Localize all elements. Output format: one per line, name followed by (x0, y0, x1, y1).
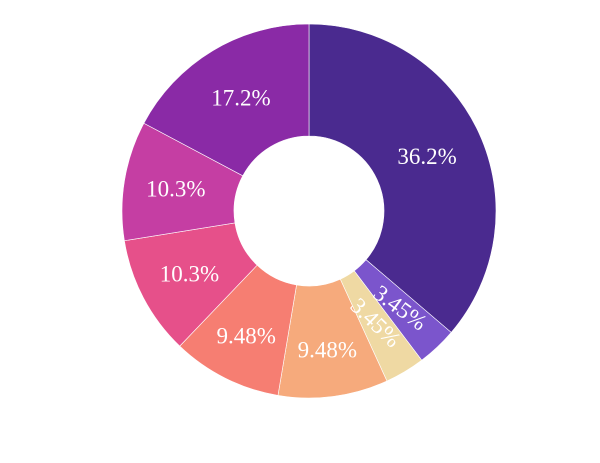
slice-label-3: 9.48% (298, 337, 357, 362)
slice-label-0: 36.2% (397, 144, 456, 169)
donut-slice-0 (308, 23, 497, 333)
slice-label-7: 17.2% (211, 85, 270, 110)
slice-label-4: 9.48% (217, 324, 276, 349)
donut-slices (121, 23, 497, 399)
slice-label-5: 10.3% (160, 261, 219, 286)
donut-slice-7 (143, 23, 310, 177)
slice-label-6: 10.3% (146, 176, 205, 201)
